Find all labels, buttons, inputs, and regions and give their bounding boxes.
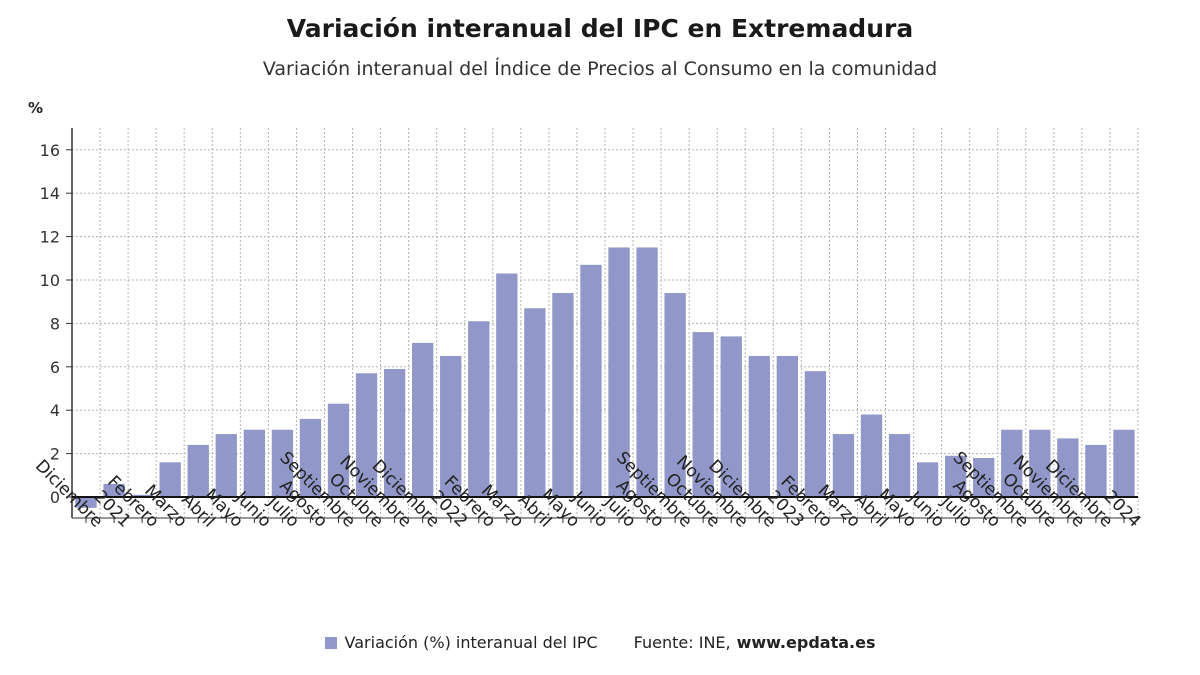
bar [860,414,883,497]
y-tick-label: 4 [50,401,60,420]
y-axis-label: % [28,99,43,117]
bar [496,273,518,497]
bar [608,247,630,497]
bar [1001,429,1023,497]
source-prefix: Fuente: INE, [633,633,731,652]
bar-chart: 0246810121416%Diciembre2021FebreroMarzoA… [28,99,1145,532]
bar [383,368,406,497]
grid-layer [72,128,1139,518]
y-tick-label: 8 [50,314,60,333]
chart-title: Variación interanual del IPC en Extremad… [286,14,914,43]
bar [411,342,434,497]
bar-layer [75,247,1135,508]
y-tick-label: 10 [40,271,60,290]
bar [720,336,742,497]
y-tick-label: 16 [40,141,60,160]
bar [973,457,995,497]
bar [944,455,967,497]
y-tick-label: 14 [40,184,60,203]
bar [832,434,855,497]
bar [692,332,714,497]
legend-swatch [324,636,337,649]
bar [888,434,911,497]
bar [552,293,574,497]
x-tick-label: Diciembre [31,456,107,532]
bar [1057,438,1079,497]
legend: Variación (%) interanual del IPC Fuente:… [0,633,1200,652]
bar [103,483,125,497]
bar [299,418,322,497]
bar [440,355,462,497]
bar [271,429,294,497]
bar [776,355,799,497]
bar [916,462,939,497]
bar [664,293,686,497]
bar [243,429,266,497]
bar [187,444,209,497]
bar [748,355,770,497]
bar [215,434,237,497]
bar [1085,444,1107,497]
chart-subtitle: Variación interanual del Índice de Preci… [262,58,938,80]
y-tick-label: 6 [50,358,60,377]
source-link[interactable]: www.epdata.es [736,633,876,652]
bar [327,403,350,497]
y-tick-label: 12 [40,228,60,247]
bar [468,321,490,497]
bar [524,308,546,497]
legend-label: Variación (%) interanual del IPC [344,633,598,652]
bar [75,497,97,508]
bar [355,373,378,497]
bar [159,462,181,497]
bar [1029,429,1051,497]
bar [804,371,827,497]
bar [131,494,153,497]
bar [636,247,658,497]
y-tick-label: 0 [50,488,60,507]
bar [580,264,602,497]
bar [1113,429,1135,497]
axis-layer [66,128,1138,523]
y-tick-label: 2 [50,445,60,464]
